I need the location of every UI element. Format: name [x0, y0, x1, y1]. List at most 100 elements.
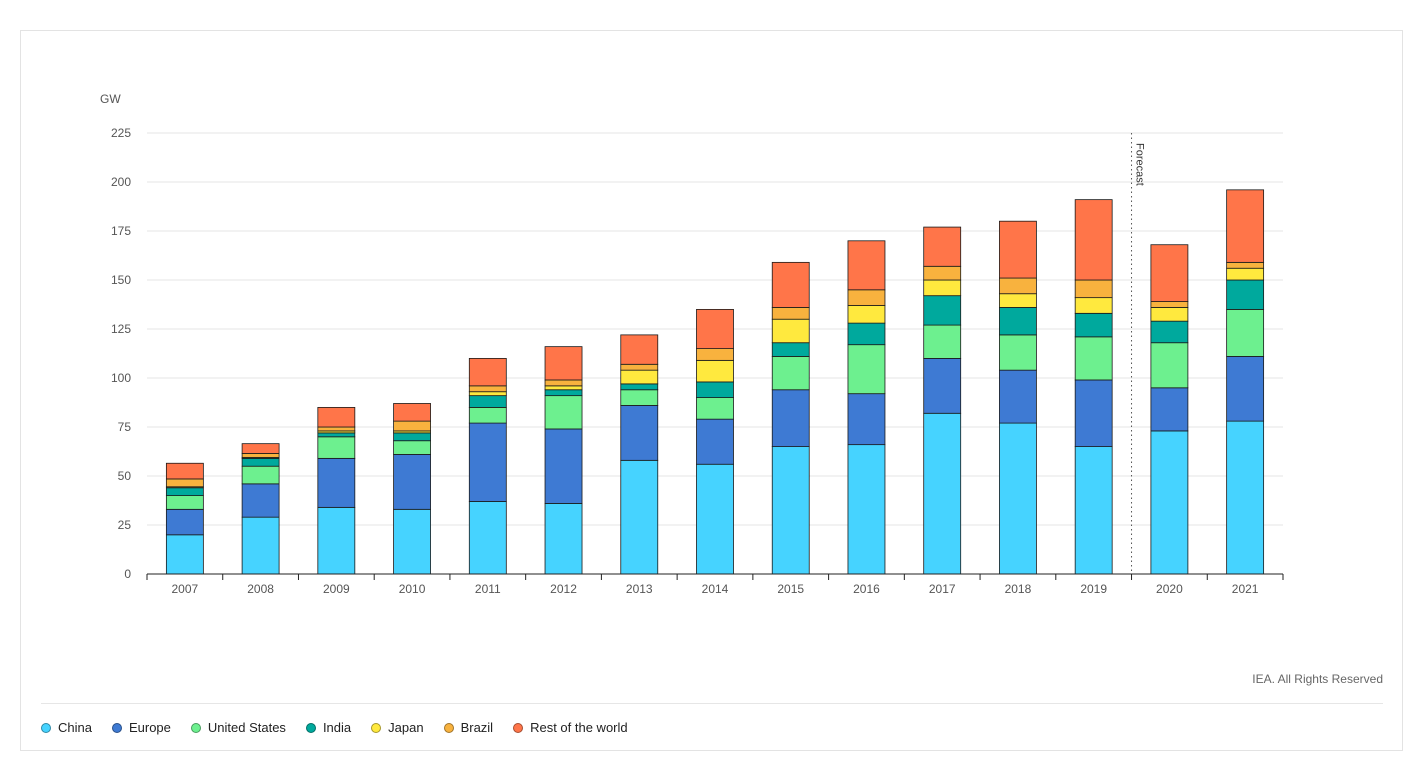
bar-segment-rest-of-the-world-2017 [923, 226, 962, 267]
bar-segment-china-2013 [620, 459, 659, 575]
bar-segment-united-states-2007 [165, 495, 204, 510]
bar-segment-india-2008 [241, 457, 280, 467]
legend-item-rest-of-the-world[interactable]: Rest of the world [513, 720, 628, 735]
bar-segment-india-2016 [847, 322, 886, 346]
bar-segment-india-2009 [317, 432, 356, 438]
bar-segment-china-2018 [999, 422, 1037, 575]
bar-segment-united-states-2021 [1226, 308, 1265, 357]
bar-segment-rest-of-the-world-2009 [317, 406, 356, 428]
bar-segment-india-2015 [771, 342, 810, 357]
bar-segment-rest-of-the-world-2011 [468, 357, 507, 387]
bar-segment-united-states-2019 [1074, 336, 1113, 381]
legend-item-india[interactable]: India [305, 720, 352, 735]
bar-segment-europe-2012 [544, 428, 583, 504]
legend-item-united-states[interactable]: United States [190, 720, 286, 735]
bar-segment-rest-of-the-world-2012 [544, 346, 583, 381]
bar-segment-china-2014 [696, 463, 734, 575]
bar-segment-india-2019 [1074, 312, 1113, 338]
x-tick-label: 2018 [1005, 582, 1032, 596]
y-tick-label: 50 [118, 469, 132, 483]
bars [165, 189, 1265, 575]
bar-segment-japan-2017 [923, 279, 962, 297]
bar-segment-rest-of-the-world-2013 [620, 334, 659, 365]
bar-segment-europe-2010 [393, 454, 431, 510]
bar-segment-europe-2016 [847, 393, 886, 446]
bar-segment-brazil-2015 [771, 307, 810, 320]
legend-label-europe: Europe [128, 720, 171, 735]
x-tick-label: 2014 [702, 582, 729, 596]
bar-segment-japan-2016 [847, 305, 886, 324]
x-tick-label: 2010 [399, 582, 426, 596]
bar-segment-europe-2008 [241, 483, 280, 518]
legend-item-brazil[interactable]: Brazil [443, 720, 494, 735]
bar-segment-europe-2019 [1074, 379, 1113, 447]
bar-segment-japan-2018 [999, 293, 1037, 308]
legend-swatch-rest-of-the-world [513, 722, 524, 733]
bar-segment-japan-2015 [771, 318, 810, 344]
x-tick-label: 2020 [1156, 582, 1183, 596]
legend-swatch-india [305, 722, 316, 733]
bar-segment-brazil-2007 [165, 478, 204, 488]
bar-segment-india-2020 [1150, 320, 1189, 344]
x-tick-label: 2013 [626, 582, 653, 596]
bar-segment-united-states-2015 [771, 356, 810, 391]
bar-segment-brazil-2020 [1150, 301, 1189, 308]
bar-segment-europe-2011 [468, 422, 507, 502]
bar-segment-brazil-2012 [544, 379, 583, 387]
legend-swatch-europe [111, 722, 122, 733]
bar-segment-europe-2014 [696, 418, 734, 465]
legend-item-europe[interactable]: Europe [111, 720, 171, 735]
legend-item-china[interactable]: China [41, 720, 92, 735]
bar-segment-brazil-2021 [1226, 261, 1265, 269]
bar-segment-china-2016 [847, 444, 886, 575]
x-tick-label: 2008 [247, 582, 274, 596]
bar-segment-india-2017 [923, 295, 962, 326]
bar-segment-united-states-2016 [847, 344, 886, 395]
forecast-label: Forecast [1134, 143, 1146, 186]
legend-label-rest-of-the-world: Rest of the world [530, 720, 628, 735]
bar-segment-india-2021 [1226, 279, 1265, 310]
bar-segment-china-2010 [393, 508, 431, 575]
bar-segment-japan-2014 [696, 359, 734, 383]
legend-label-india: India [322, 720, 352, 735]
bar-segment-brazil-2018 [999, 277, 1037, 295]
bar-segment-china-2019 [1074, 446, 1113, 575]
x-tick-label: 2019 [1080, 582, 1107, 596]
legend-item-japan[interactable]: Japan [371, 720, 424, 735]
legend-label-japan: Japan [388, 720, 424, 735]
bar-segment-brazil-2019 [1074, 279, 1113, 299]
bar-segment-united-states-2017 [923, 324, 962, 359]
bar-segment-china-2021 [1226, 420, 1265, 575]
bar-segment-rest-of-the-world-2021 [1226, 189, 1265, 263]
bar-segment-china-2020 [1150, 430, 1189, 575]
bar-segment-rest-of-the-world-2015 [771, 261, 810, 308]
legend-divider [41, 703, 1383, 704]
bar-segment-united-states-2009 [317, 436, 356, 459]
bar-segment-rest-of-the-world-2019 [1074, 199, 1113, 281]
y-tick-label: 0 [124, 567, 131, 581]
bar-segment-rest-of-the-world-2008 [241, 443, 280, 454]
bar-segment-india-2012 [544, 389, 583, 397]
bar-segment-brazil-2011 [468, 385, 507, 393]
bar-segment-brazil-2008 [241, 453, 280, 458]
bar-segment-europe-2020 [1150, 387, 1189, 432]
bar-segment-united-states-2012 [544, 395, 583, 430]
bar-segment-rest-of-the-world-2020 [1150, 244, 1189, 302]
bar-segment-united-states-2011 [468, 406, 507, 424]
x-tick-label: 2009 [323, 582, 350, 596]
bar-segment-japan-2012 [544, 385, 583, 391]
x-tick-label: 2021 [1232, 582, 1259, 596]
bar-segment-china-2009 [317, 506, 356, 575]
legend-label-china: China [58, 720, 92, 735]
y-tick-label: 125 [111, 322, 131, 336]
x-tick-label: 2017 [929, 582, 956, 596]
bar-segment-united-states-2010 [393, 440, 431, 455]
x-tick-label: 2016 [853, 582, 880, 596]
legend-label-brazil: Brazil [460, 720, 494, 735]
bar-segment-china-2007 [165, 534, 204, 575]
bar-segment-united-states-2020 [1150, 342, 1189, 389]
bar-segment-united-states-2008 [241, 465, 280, 485]
bar-segment-india-2010 [393, 432, 431, 442]
bar-segment-rest-of-the-world-2007 [165, 462, 204, 480]
bar-segment-brazil-2010 [393, 420, 431, 432]
